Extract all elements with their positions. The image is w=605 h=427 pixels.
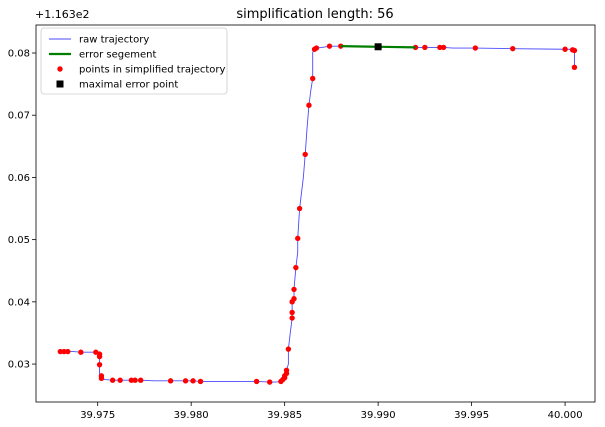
simplified-point [295, 235, 301, 242]
legend-box [40, 27, 228, 95]
legend-label: maximal error point [79, 80, 178, 91]
simplified-point [472, 45, 479, 51]
simplified-point [422, 44, 428, 51]
simplified-point [302, 151, 308, 158]
simplified-point [289, 315, 295, 321]
simplified-point [326, 43, 333, 49]
simplified-point [117, 377, 123, 383]
simplified-point [437, 44, 443, 51]
simplified-point [440, 44, 447, 51]
simplified-point [291, 296, 297, 302]
y-tick-label: 0.04 [8, 297, 30, 308]
y-tick-label: 0.05 [8, 235, 30, 246]
plot-frame [35, 24, 596, 403]
y-axis-offset-label: +1.163e2 [35, 8, 89, 21]
simplified-point [510, 45, 516, 52]
y-tick-label: 0.03 [8, 360, 30, 371]
legend-label: points in simplified trajectory [79, 65, 226, 76]
simplified-point [293, 264, 299, 271]
simplified-point [57, 348, 64, 355]
simplified-point [98, 375, 105, 382]
legend: raw trajectory error segement points in si… [40, 27, 228, 95]
simplified-point [96, 361, 103, 368]
simplified-point [182, 378, 189, 384]
simplified-point [571, 64, 578, 71]
data-layer [57, 43, 578, 385]
simplified-point [96, 353, 103, 360]
x-tick-label: 39.990 [361, 410, 396, 421]
simplified-point [283, 367, 290, 373]
simplified-point [285, 346, 292, 352]
simplified-point [137, 377, 144, 383]
x-tick-label: 39.985 [267, 410, 302, 421]
simplified-point [291, 286, 297, 293]
simplified-point [562, 46, 568, 52]
simplified-point [197, 378, 204, 385]
y-tick-label: 0.08 [8, 48, 30, 59]
y-tick-label: 0.06 [8, 173, 30, 184]
simplified-point [253, 378, 260, 385]
maximal-error-point [374, 43, 382, 51]
x-tick-label: 39.980 [174, 410, 209, 421]
simplified-point [109, 377, 116, 383]
legend-label: error segement [79, 50, 156, 61]
legend-dot-swatch [57, 66, 63, 72]
legend-square-swatch [56, 80, 64, 88]
simplified-point [309, 75, 316, 82]
axes-layer: 39.975 39.980 39.985 39.990 39.995 40.000 0.03… [8, 48, 583, 421]
simplified-point [266, 379, 273, 385]
simplified-point [132, 377, 138, 383]
simplified-point [78, 349, 84, 355]
y-tick-label: 0.07 [8, 111, 30, 122]
legend-label: raw trajectory [79, 35, 149, 46]
x-tick-label: 39.975 [80, 410, 115, 421]
simplified-point [167, 378, 174, 384]
simplified-point [571, 47, 578, 54]
simplified-point [289, 309, 295, 316]
simplified-point [128, 377, 135, 383]
x-tick-label: 40.000 [548, 410, 583, 421]
chart-title: simplification length: 56 [236, 7, 393, 22]
simplified-point [65, 348, 71, 355]
simplified-point [61, 348, 67, 355]
simplified-point [313, 45, 320, 51]
simplified-point [306, 102, 312, 108]
x-tick-label: 39.995 [454, 410, 489, 421]
simplified-point [190, 378, 196, 384]
frame-layer [35, 24, 596, 403]
simplified-point [296, 205, 303, 212]
